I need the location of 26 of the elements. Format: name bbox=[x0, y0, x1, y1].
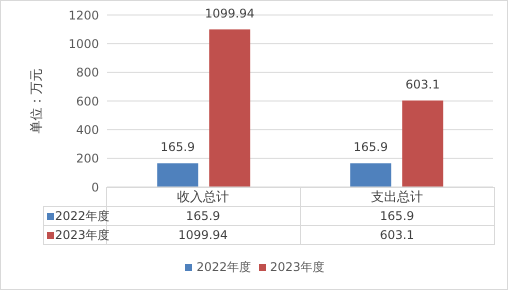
y-tick-label: 600 bbox=[76, 94, 99, 108]
bar bbox=[157, 163, 198, 187]
y-tick-label: 0 bbox=[91, 180, 99, 194]
bar bbox=[209, 29, 250, 187]
y-axis-title: 单位：万元 bbox=[30, 68, 45, 134]
text: 165.9 bbox=[300, 206, 494, 226]
legend-label: 2022年度 bbox=[54, 208, 110, 224]
text: 603.1 bbox=[300, 226, 494, 244]
data-label: 1099.94 bbox=[204, 6, 254, 20]
x-tick-label: 支出总计 bbox=[300, 188, 494, 206]
text: 1099.94 bbox=[178, 228, 228, 242]
y-tick-label: 400 bbox=[76, 122, 99, 137]
y-tick-label: 200 bbox=[76, 152, 99, 166]
bar bbox=[402, 100, 444, 187]
legend-label: 2023年度 bbox=[269, 259, 325, 276]
data-label: 165.9 bbox=[160, 140, 195, 154]
x-tick-label: 收入总计 bbox=[106, 188, 300, 206]
y-tick-label: 800 bbox=[76, 66, 99, 80]
data-label: 603.1 bbox=[406, 78, 440, 92]
text: 2023年度 bbox=[55, 228, 110, 242]
y-tick-label: 1000 bbox=[68, 36, 99, 51]
bar bbox=[350, 163, 392, 187]
text: 165.9 bbox=[186, 209, 220, 223]
data-label: 165.9 bbox=[354, 140, 388, 154]
text: 2022年度 bbox=[196, 260, 251, 274]
y-tick-label: 1200 bbox=[68, 8, 99, 22]
